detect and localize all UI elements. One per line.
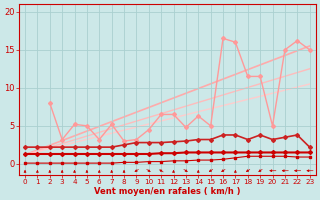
X-axis label: Vent moyen/en rafales ( km/h ): Vent moyen/en rafales ( km/h )	[94, 187, 241, 196]
